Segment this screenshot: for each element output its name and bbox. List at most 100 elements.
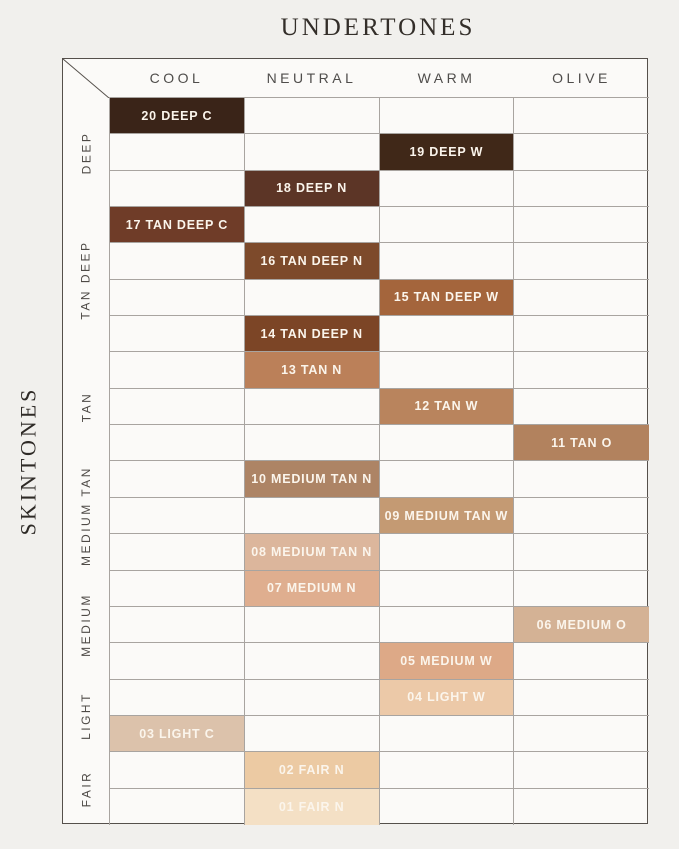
empty-cell xyxy=(244,207,380,244)
shade-label: 13 TAN N xyxy=(281,363,343,378)
empty-cell xyxy=(514,389,649,426)
shade-label: 11 TAN O xyxy=(551,435,613,450)
empty-cell xyxy=(514,352,649,389)
row-group-label: MEDIUM xyxy=(79,593,94,657)
empty-cell xyxy=(379,570,515,607)
shade-label: 10 MEDIUM TAN N xyxy=(251,472,373,487)
empty-cell xyxy=(110,643,245,680)
empty-cell xyxy=(110,243,245,280)
shade-cell: 11 TAN O xyxy=(514,425,649,462)
shade-label: 01 FAIR N xyxy=(278,799,345,814)
empty-cell xyxy=(244,679,380,716)
shade-label: 18 DEEP N xyxy=(276,181,348,196)
shade-label: 15 TAN DEEP W xyxy=(393,290,499,305)
grid-body: 20 DEEP C 19 DEEP W 18 DEEP N 17 TAN DEEP C… xyxy=(109,98,649,825)
row-group-medium: MEDIUM xyxy=(63,571,109,680)
empty-cell xyxy=(244,643,380,680)
y-axis-title: SKINTONES xyxy=(0,97,56,824)
empty-cell xyxy=(514,171,649,208)
row-group-tan-deep: TAN DEEP xyxy=(63,207,109,352)
empty-cell xyxy=(379,243,515,280)
shade-cell: 10 MEDIUM TAN N xyxy=(244,461,380,498)
shade-label: 03 LIGHT C xyxy=(139,726,215,741)
shade-cell: 12 TAN W xyxy=(379,388,515,426)
chart-title: UNDERTONES xyxy=(280,14,476,41)
shade-label: 08 MEDIUM TAN N xyxy=(251,544,373,559)
empty-cell xyxy=(514,461,649,498)
empty-cell xyxy=(244,98,380,135)
empty-cell xyxy=(514,498,649,535)
empty-cell xyxy=(110,679,245,716)
empty-cell xyxy=(244,388,380,426)
shade-label: 05 MEDIUM W xyxy=(400,653,493,668)
empty-cell xyxy=(379,606,515,644)
shade-cell: 20 DEEP C xyxy=(110,98,245,135)
empty-cell xyxy=(110,788,245,825)
empty-cell xyxy=(110,388,245,426)
empty-cell xyxy=(380,788,515,825)
row-group-label: FAIR xyxy=(78,770,93,807)
shade-label: 19 DEEP W xyxy=(409,145,484,160)
shade-label: 12 TAN W xyxy=(414,399,479,414)
empty-cell xyxy=(110,606,245,644)
empty-cell xyxy=(110,316,245,353)
empty-cell xyxy=(514,243,649,280)
empty-cell xyxy=(514,98,649,135)
empty-cell xyxy=(244,425,380,462)
empty-cell xyxy=(514,134,649,171)
row-group-label: MEDIUM TAN xyxy=(79,466,94,566)
shade-cell: 02 FAIR N xyxy=(244,752,380,789)
shade-cell: 03 LIGHT C xyxy=(110,715,245,753)
empty-cell xyxy=(379,352,515,389)
shade-label: 20 DEEP C xyxy=(141,108,213,123)
empty-cell xyxy=(244,715,380,753)
shade-label: 16 TAN DEEP N xyxy=(260,254,363,269)
empty-cell xyxy=(514,280,649,317)
row-group-tan: TAN xyxy=(63,352,109,461)
row-group-deep: DEEP xyxy=(63,98,109,207)
empty-cell xyxy=(514,534,649,571)
shade-cell: 14 TAN DEEP N xyxy=(244,316,380,353)
shade-cell: 05 MEDIUM W xyxy=(379,643,515,680)
row-group-labels: DEEP TAN DEEP TAN MEDIUM TAN MEDIUM LIGHT FAIR xyxy=(63,59,109,825)
empty-cell xyxy=(379,752,515,789)
empty-cell xyxy=(244,279,380,317)
shade-label: 14 TAN DEEP N xyxy=(260,326,363,341)
shade-cell: 19 DEEP W xyxy=(379,134,515,171)
empty-cell xyxy=(379,170,515,208)
shade-cell: 15 TAN DEEP W xyxy=(379,279,515,317)
empty-cell xyxy=(244,606,380,644)
column-header-neutral: NEUTRAL xyxy=(266,70,357,86)
shade-label: 02 FAIR N xyxy=(278,762,345,777)
empty-cell xyxy=(244,134,380,171)
shade-cell: 07 MEDIUM N xyxy=(244,570,380,607)
empty-cell xyxy=(379,534,515,571)
row-group-light: LIGHT xyxy=(63,680,109,753)
empty-cell xyxy=(110,570,245,607)
row-group-medium-tan: MEDIUM TAN xyxy=(63,462,109,571)
empty-cell xyxy=(514,680,649,716)
shade-cell: 01 FAIR N xyxy=(244,788,380,825)
empty-cell xyxy=(379,461,515,498)
column-header-cool: COOL xyxy=(149,70,204,86)
empty-cell xyxy=(514,571,649,607)
row-group-fair: FAIR xyxy=(63,752,109,825)
empty-cell xyxy=(379,425,515,462)
empty-cell xyxy=(110,279,245,317)
shade-label: 06 MEDIUM O xyxy=(536,617,627,632)
empty-cell xyxy=(514,716,649,753)
column-header-warm: WARM xyxy=(417,70,476,86)
empty-cell xyxy=(244,497,380,535)
shade-table: COOL NEUTRAL WARM OLIVE DEEP TAN DEEP TAN MEDI… xyxy=(62,58,649,825)
shade-label: 04 LIGHT W xyxy=(407,690,486,705)
shade-label: 07 MEDIUM N xyxy=(266,581,357,596)
empty-cell xyxy=(110,534,245,571)
shade-cell: 04 LIGHT W xyxy=(379,679,515,716)
shade-cell: 16 TAN DEEP N xyxy=(244,243,380,280)
empty-cell xyxy=(379,207,515,244)
column-headers: COOL NEUTRAL WARM OLIVE xyxy=(109,59,649,98)
empty-cell xyxy=(110,497,245,535)
shade-cell: 09 MEDIUM TAN W xyxy=(379,497,515,535)
shade-label: 17 TAN DEEP C xyxy=(125,217,229,232)
